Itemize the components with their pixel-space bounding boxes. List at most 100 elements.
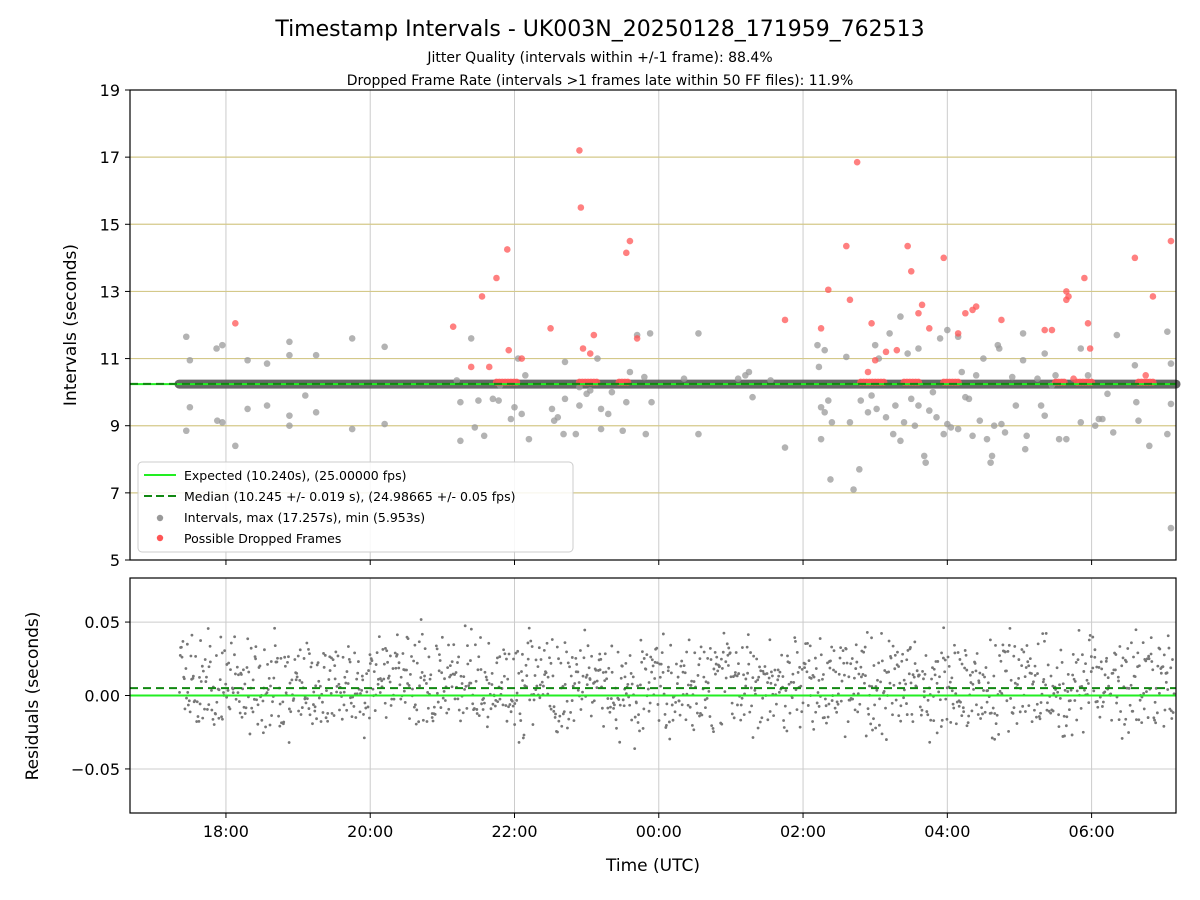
residual-point — [1088, 634, 1092, 637]
residual-point — [514, 651, 518, 655]
residual-point — [435, 647, 439, 651]
residual-point — [355, 692, 359, 696]
residual-point — [867, 712, 871, 716]
residual-point — [763, 665, 767, 668]
interval-point — [817, 435, 825, 443]
residual-point — [1077, 628, 1081, 632]
residual-point — [193, 699, 197, 703]
interval-point — [846, 419, 854, 426]
residual-point — [947, 664, 951, 668]
residual-point — [333, 677, 337, 681]
dropped-frame-point — [868, 320, 875, 327]
residual-point — [443, 699, 447, 702]
residual-point — [197, 719, 201, 723]
residual-point — [733, 671, 737, 674]
residual-point — [937, 690, 941, 694]
dropped-frame-point — [915, 309, 922, 317]
residual-point — [384, 716, 388, 719]
residual-point — [549, 661, 553, 665]
residual-point — [440, 635, 444, 639]
interval-point — [641, 373, 648, 381]
residual-point — [800, 667, 804, 671]
residual-point — [818, 637, 822, 640]
residual-point — [911, 673, 915, 677]
residual-point — [665, 723, 668, 727]
dropped-frame-point — [962, 309, 969, 317]
interval-point — [821, 408, 828, 416]
dropped-frame-point — [824, 286, 832, 294]
residual-point — [989, 711, 993, 715]
residual-point — [860, 675, 863, 679]
residual-point — [1111, 671, 1115, 675]
residual-point — [946, 655, 950, 659]
residual-point — [1036, 642, 1040, 646]
residual-point — [904, 682, 908, 686]
residual-point — [316, 661, 320, 665]
residual-point — [979, 717, 982, 720]
residual-point — [1145, 690, 1148, 694]
residual-point — [1012, 706, 1016, 710]
residual-point — [636, 721, 640, 724]
dropped-frame-point — [893, 346, 901, 354]
residual-point — [1101, 700, 1105, 704]
residual-point — [347, 645, 350, 648]
residual-point — [795, 651, 799, 654]
residual-point — [1159, 671, 1163, 675]
intervals-y-tick-label: 7 — [110, 484, 120, 503]
interval-point — [1135, 417, 1142, 424]
dropped-frame-point — [998, 316, 1005, 324]
residual-point — [562, 710, 566, 714]
residual-point — [399, 697, 403, 701]
residual-point — [264, 725, 267, 729]
residual-point — [1142, 707, 1146, 711]
intervals-grid — [130, 90, 1176, 560]
residual-point — [574, 656, 578, 660]
residual-point — [389, 704, 393, 707]
residual-point — [856, 692, 860, 696]
residual-point — [560, 724, 564, 728]
residual-point — [629, 672, 633, 675]
residual-point — [721, 650, 725, 654]
residual-point — [800, 710, 804, 714]
residual-point — [426, 706, 430, 710]
residual-point — [566, 726, 569, 730]
residual-point — [872, 717, 875, 721]
residuals-y-tick-label: −0.05 — [71, 760, 120, 779]
residual-point — [1056, 690, 1060, 694]
residual-point — [874, 726, 878, 730]
residual-point — [256, 703, 260, 707]
residual-point — [307, 648, 310, 651]
residual-point — [620, 664, 624, 668]
residual-point — [912, 675, 916, 679]
interval-point — [900, 419, 908, 426]
interval-point — [1164, 328, 1171, 336]
residual-point — [334, 650, 338, 654]
residual-point — [734, 651, 738, 654]
dropped-frame-point — [449, 323, 457, 330]
residual-point — [201, 716, 205, 720]
interval-point — [560, 430, 567, 438]
interval-point — [1001, 429, 1009, 436]
residual-point — [647, 709, 651, 713]
residual-point — [313, 705, 317, 709]
residual-point — [485, 678, 489, 682]
intervals-y-tick-label: 5 — [110, 551, 120, 570]
residual-point — [231, 691, 235, 694]
residual-point — [240, 715, 244, 719]
residual-point — [312, 703, 315, 706]
residual-point — [253, 655, 257, 659]
interval-point — [312, 408, 320, 416]
interval-point — [897, 437, 904, 445]
residual-point — [1172, 692, 1176, 696]
residual-point — [203, 707, 206, 711]
residual-point — [913, 662, 917, 665]
residual-point — [555, 645, 559, 649]
residual-point — [1059, 648, 1063, 652]
residual-point — [538, 683, 542, 687]
residual-point — [595, 686, 599, 690]
residual-point — [972, 687, 975, 691]
residual-point — [1022, 650, 1026, 654]
dropped-frame-point — [864, 368, 872, 376]
interval-point — [453, 377, 461, 384]
residual-point — [1063, 688, 1067, 692]
